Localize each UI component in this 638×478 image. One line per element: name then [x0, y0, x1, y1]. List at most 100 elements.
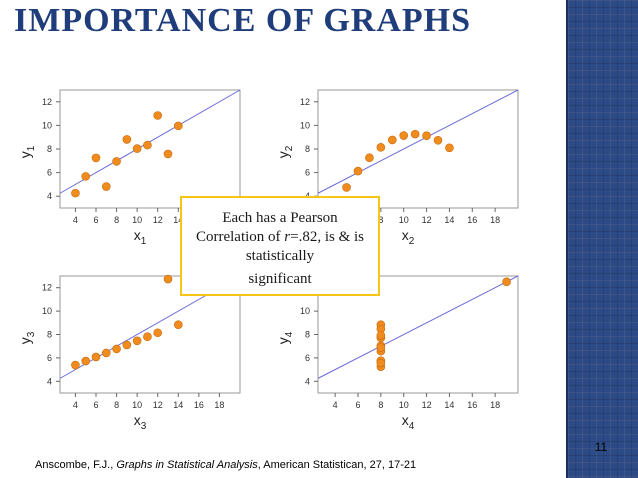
x-tick-label: 18: [214, 400, 224, 410]
callout-line-2: Correlation of r=.82, is & is: [182, 228, 378, 247]
data-point: [342, 183, 351, 192]
y-tick-label: 8: [47, 330, 52, 340]
x-axis-label: x1: [134, 227, 147, 247]
slide-title: IMPORTANCE OF GRAPHS: [14, 2, 472, 39]
callout-line-2-post: =.82, is & is: [290, 229, 365, 245]
sidebar-edge: [566, 0, 569, 478]
data-point: [365, 153, 374, 163]
page-number: 11: [594, 440, 608, 454]
data-point: [112, 344, 121, 354]
data-point: [387, 135, 397, 145]
data-point: [71, 188, 80, 198]
data-point: [376, 143, 386, 152]
y-tick-label: 6: [47, 168, 52, 178]
y-tick-label: 4: [47, 191, 52, 201]
x-tick-label: 14: [444, 400, 454, 410]
y-tick-label: 4: [305, 376, 310, 386]
data-point: [153, 111, 163, 120]
callout-line-3: statistically: [245, 248, 315, 264]
y-tick-label: 8: [47, 144, 52, 154]
y-axis-label: y4: [275, 331, 295, 344]
callout-line-1: Each has a Pearson: [222, 210, 338, 226]
y-tick-label: 10: [42, 306, 52, 316]
x-tick-label: 4: [73, 215, 78, 225]
decorative-sidebar: [568, 0, 638, 478]
citation-work: Graphs in Statistical Analysis: [116, 459, 258, 471]
y-tick-label: 12: [42, 97, 52, 107]
data-point: [376, 358, 386, 368]
x-tick-label: 12: [422, 400, 432, 410]
data-point: [445, 143, 454, 153]
data-point: [153, 328, 163, 338]
x-tick-label: 14: [444, 215, 454, 225]
callout-line-2-pre: Correlation of: [195, 229, 285, 245]
data-point: [101, 348, 111, 358]
regression-line: [317, 275, 519, 379]
data-point: [132, 144, 142, 153]
x-tick-label: 10: [132, 400, 142, 410]
y-tick-label: 10: [42, 120, 52, 130]
x-tick-label: 4: [73, 400, 78, 410]
y-tick-label: 10: [300, 120, 310, 130]
x-tick-label: 14: [173, 400, 183, 410]
y-axis-label: y2: [275, 145, 295, 158]
data-point: [376, 331, 386, 340]
x-tick-label: 10: [399, 400, 409, 410]
data-point: [399, 131, 409, 140]
x-tick-label: 6: [93, 400, 98, 410]
x-tick-label: 10: [399, 215, 409, 225]
citation-rest: , American Statistican, 27, 17-21: [257, 459, 417, 471]
x-tick-label: 6: [93, 215, 98, 225]
data-point: [173, 320, 183, 329]
x-tick-label: 14: [173, 215, 183, 225]
y-tick-label: 6: [305, 353, 310, 363]
y-tick-label: 8: [305, 144, 310, 154]
y-axis-label: y1: [17, 145, 37, 158]
y-tick-label: 6: [305, 168, 310, 178]
regression-line: [317, 89, 519, 194]
y-axis-label: y3: [17, 331, 37, 344]
callout-line-4: significant: [248, 271, 312, 287]
data-point: [422, 131, 431, 140]
x-tick-label: 6: [355, 400, 360, 410]
x-tick-label: 10: [132, 215, 142, 225]
x-tick-label: 16: [467, 400, 477, 410]
data-point: [81, 356, 91, 366]
x-tick-label: 12: [422, 215, 432, 225]
callout-box: Each has a Pearson Correlation of r=.82,…: [180, 196, 380, 296]
plot-frame-2: [317, 89, 519, 209]
x-tick-label: 16: [194, 400, 204, 410]
data-point: [101, 182, 111, 191]
x-tick-label: 18: [490, 215, 500, 225]
data-point: [433, 135, 443, 145]
data-point: [112, 157, 121, 166]
data-point: [163, 274, 173, 284]
data-point: [122, 135, 132, 144]
data-point: [132, 336, 142, 346]
data-point: [91, 352, 101, 362]
callout-r-symbol: r: [284, 229, 291, 245]
data-point: [376, 343, 386, 352]
x-tick-label: 8: [378, 215, 383, 225]
x-axis-label: x3: [134, 412, 147, 432]
x-tick-label: 12: [153, 215, 163, 225]
data-point: [163, 149, 173, 159]
data-point: [143, 332, 152, 342]
y-tick-label: 4: [47, 376, 52, 386]
citation-author: Anscombe, F.J.,: [35, 459, 117, 471]
data-point: [410, 129, 420, 139]
y-tick-label: 12: [300, 97, 310, 107]
y-tick-label: 12: [42, 283, 52, 293]
data-point: [71, 360, 80, 370]
x-tick-label: 12: [153, 400, 163, 410]
x-tick-label: 18: [490, 400, 500, 410]
data-point: [353, 166, 363, 176]
x-tick-label: 8: [114, 400, 119, 410]
x-axis-label: x4: [402, 412, 415, 432]
y-tick-label: 10: [300, 306, 310, 316]
x-tick-label: 8: [114, 215, 119, 225]
x-tick-label: 4: [333, 400, 338, 410]
data-point: [91, 153, 101, 163]
y-tick-label: 6: [47, 353, 52, 363]
data-point: [81, 172, 91, 181]
